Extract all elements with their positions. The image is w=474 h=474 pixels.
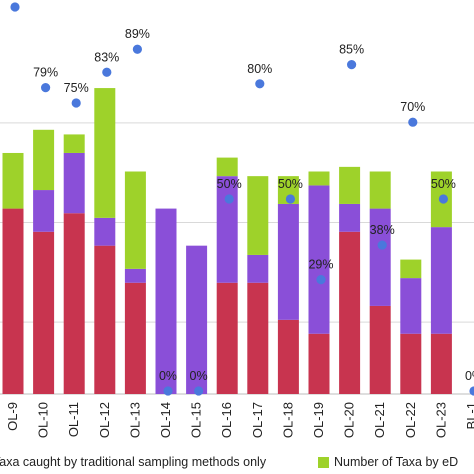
bar-ol-13-series2	[124, 268, 146, 283]
x-tick-label: OL-15	[189, 402, 204, 438]
bar-ol-20-series3	[339, 166, 361, 204]
bar-ol-22-series1	[400, 333, 422, 394]
bar-ol-18-series2	[277, 203, 299, 320]
percent-label: 50%	[431, 177, 456, 191]
bar-ol-12-series2	[94, 217, 116, 246]
bar-ol-13-series1	[124, 282, 146, 394]
bar-ol-20-series1	[339, 231, 361, 394]
percent-label: 50%	[278, 177, 303, 191]
bar-ol-12-series1	[94, 245, 116, 394]
percent-point	[377, 240, 387, 250]
percent-point	[347, 60, 357, 70]
bar-ol-21-series1	[369, 305, 391, 394]
bar-ol-18-series1	[277, 319, 299, 394]
legend-label-traditional: Taxa caught by traditional sampling meth…	[0, 455, 267, 469]
x-tick-label: OL-21	[372, 402, 387, 438]
x-tick-label: OL-17	[250, 402, 265, 438]
percent-point	[194, 386, 204, 396]
bar-ol-15-series2	[186, 245, 208, 394]
legend: Taxa caught by traditional sampling meth…	[0, 453, 474, 474]
x-tick-label: OL-14	[158, 402, 173, 438]
percent-label: 79%	[33, 66, 58, 80]
percent-point	[71, 98, 81, 108]
x-tick-label: OL-10	[36, 402, 51, 438]
percent-point	[316, 275, 326, 285]
percent-label: 85%	[339, 43, 364, 57]
bar-ol-14-series2	[155, 208, 177, 394]
bar-ol-9-series1	[2, 208, 24, 394]
bar-ol-16-series1	[216, 282, 238, 394]
bar-ol-19-series2	[308, 185, 330, 334]
percent-label: 80%	[247, 62, 272, 76]
bar-ol-17-series1	[247, 282, 269, 394]
percent-point	[469, 386, 474, 396]
percent-point	[285, 194, 295, 204]
x-tick-label: OL-11	[66, 402, 81, 437]
x-tick-label: OL-23	[433, 402, 448, 438]
bar-ol-10-series1	[33, 231, 55, 394]
percent-point	[10, 2, 20, 12]
x-tick-label: OL-19	[311, 402, 326, 438]
legend-swatch-edna	[318, 456, 329, 468]
bar-ol-11-series2	[63, 152, 85, 214]
bar-ol-20-series2	[339, 203, 361, 232]
bar-ol-19-series1	[308, 333, 330, 394]
bar-ol-10-series2	[33, 190, 55, 232]
bar-ol-21-series3	[369, 171, 391, 209]
percent-label: 89%	[125, 27, 150, 41]
percent-point	[255, 79, 265, 89]
bar-ol-9-series3	[2, 152, 24, 209]
percent-label: 29%	[308, 258, 333, 272]
bar-ol-11-series3	[63, 134, 85, 153]
bar-ol-22-series3	[400, 259, 422, 279]
bar-ol-17-series3	[247, 176, 269, 255]
x-tick-label: OL-20	[342, 402, 357, 438]
bar-ol-12-series3	[94, 88, 116, 218]
bar-ol-16-series2	[216, 176, 238, 283]
percent-point	[408, 117, 418, 127]
bar-ol-22-series2	[400, 278, 422, 334]
percent-label: 38%	[370, 223, 395, 237]
x-tick-label: OL-13	[127, 402, 142, 438]
x-tick-label: OL-12	[97, 402, 112, 438]
percent-label: 83%	[94, 50, 119, 64]
bar-ol-10-series3	[33, 129, 55, 191]
bar-ol-21-series2	[369, 208, 391, 306]
x-tick-label: OL-22	[403, 402, 418, 438]
bar-ol-16-series3	[216, 157, 238, 177]
x-tick-label: OL-18	[280, 402, 295, 438]
percent-point	[163, 386, 173, 396]
bar-ol-17-series2	[247, 254, 269, 283]
legend-label-edna: Number of Taxa by eD	[334, 455, 459, 469]
x-tick-label: BL-1	[464, 402, 474, 429]
bar-ol-23-series2	[430, 227, 452, 334]
bar-ol-23-series1	[430, 333, 452, 394]
percent-point	[102, 67, 112, 77]
percent-point	[132, 44, 142, 54]
percent-label: 75%	[64, 81, 89, 95]
x-tick-label: OL-9	[5, 402, 20, 431]
percent-label: 0%	[465, 369, 474, 383]
percent-point	[438, 194, 448, 204]
legend-item-traditional: Taxa caught by traditional sampling meth…	[0, 455, 266, 469]
percent-point	[41, 83, 51, 93]
percent-label: 0%	[190, 369, 208, 383]
legend-item-edna: Number of Taxa by eD	[318, 455, 458, 469]
percent-label: 50%	[217, 177, 242, 191]
percent-point	[224, 194, 234, 204]
bar-ol-13-series3	[124, 171, 146, 269]
percent-label: 0%	[159, 369, 177, 383]
x-tick-label: OL-16	[219, 402, 234, 438]
percent-label: 70%	[400, 100, 425, 114]
bar-ol-19-series3	[308, 171, 330, 186]
bar-ol-11-series1	[63, 213, 85, 394]
